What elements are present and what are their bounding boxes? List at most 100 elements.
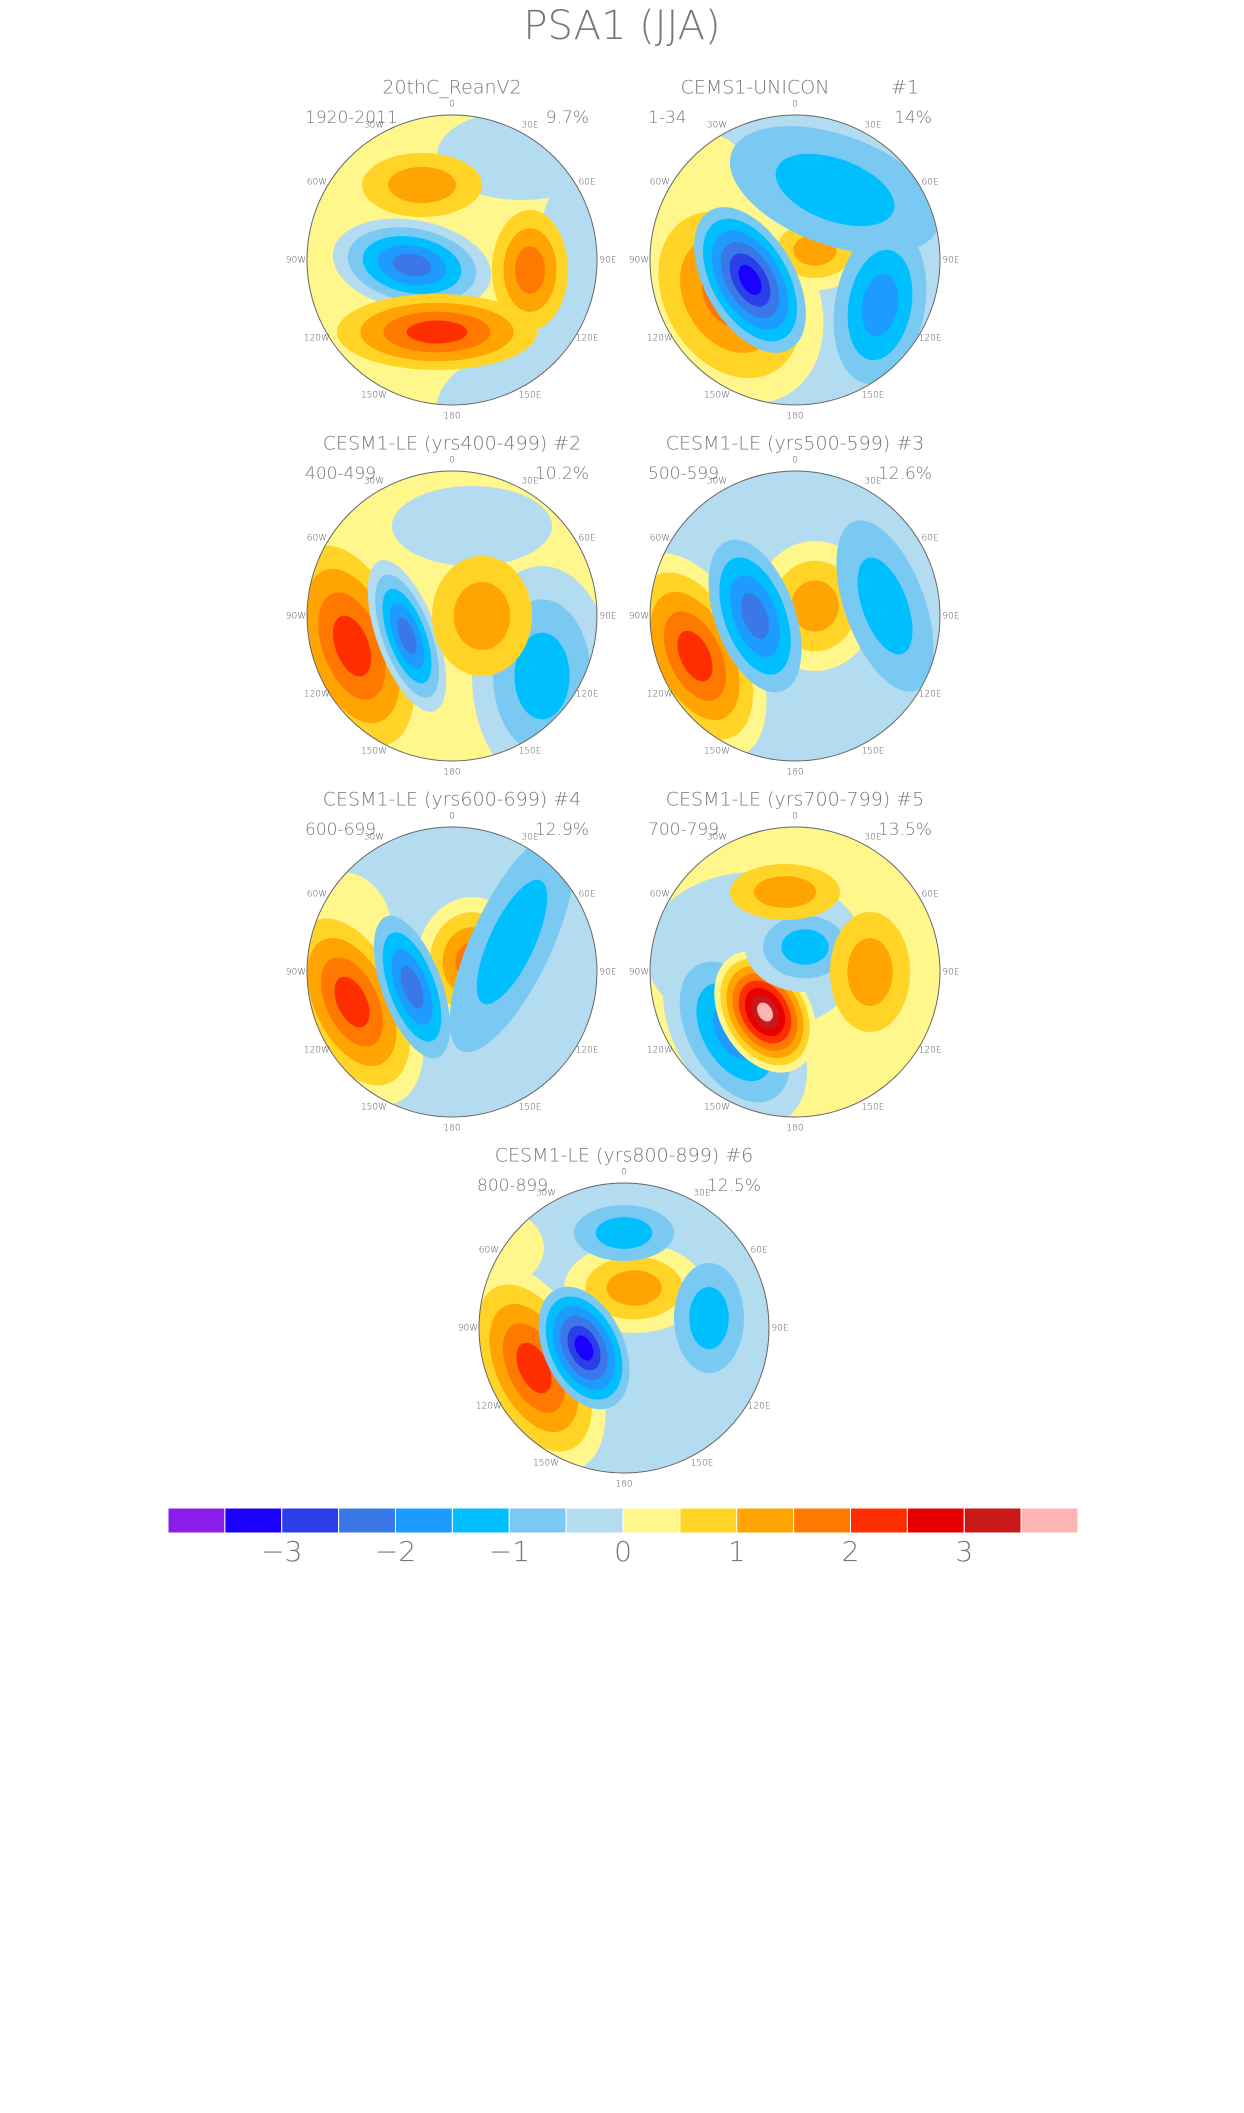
colorbar-label: −1 — [489, 1535, 530, 1568]
longitude-label: 150W — [704, 391, 730, 401]
contour-region — [753, 876, 817, 908]
longitude-label: 120E — [748, 1402, 771, 1412]
longitude-label: 150E — [862, 1103, 885, 1113]
contour-region — [334, 976, 370, 1028]
panel-percent: 14% — [894, 108, 932, 128]
longitude-label: 90W — [286, 256, 306, 266]
longitude-label: 120E — [919, 334, 942, 344]
panel-title: 20thC_ReanV2 — [382, 77, 521, 99]
map-border — [306, 470, 598, 762]
contour-region — [392, 253, 432, 277]
longitude-label: 30E — [693, 1188, 710, 1198]
contour-region — [515, 246, 545, 294]
map-border — [306, 826, 598, 1118]
contour-region — [677, 630, 713, 682]
map-border — [306, 114, 598, 406]
contour-region — [689, 1286, 729, 1350]
contour-region — [476, 879, 548, 1005]
map-panel — [307, 827, 597, 1117]
longitude-label: 120E — [576, 1046, 599, 1056]
longitude-label: 120W — [647, 334, 673, 344]
contour-region — [595, 1217, 653, 1249]
longitude-label: 180 — [786, 1124, 803, 1134]
colorbar-swatch — [1020, 1507, 1079, 1534]
colorbar-swatch — [167, 1507, 226, 1534]
longitude-label: 120W — [304, 690, 330, 700]
map-panel — [307, 471, 597, 761]
longitude-label: 90W — [286, 968, 306, 978]
panel-title: CESM1-LE (yrs800-899) #6 — [495, 1145, 754, 1167]
map-panel — [650, 471, 940, 761]
panel-tag: #1 — [891, 77, 919, 99]
contour-region — [406, 320, 468, 344]
panel-title: CESM1-LE (yrs400-499) #2 — [323, 433, 582, 455]
contour-region — [453, 582, 511, 650]
longitude-label: 120W — [647, 690, 673, 700]
contour-region — [514, 632, 570, 720]
longitude-label: 30E — [521, 476, 538, 486]
map-panel — [479, 1183, 769, 1473]
longitude-label: 60E — [579, 534, 596, 544]
map-panel — [307, 115, 597, 405]
colorbar-label: −3 — [261, 1535, 302, 1568]
longitude-label: 120W — [304, 334, 330, 344]
longitude-label: 120E — [576, 334, 599, 344]
panel-period: 500-599 — [648, 464, 719, 484]
longitude-label: 180 — [443, 768, 460, 778]
longitude-label: 30E — [521, 832, 538, 842]
contour-region — [757, 1002, 773, 1022]
contour-region — [857, 557, 913, 655]
longitude-label: 0 — [792, 812, 798, 822]
longitude-label: 150W — [533, 1459, 559, 1469]
colorbar-swatch — [906, 1507, 965, 1534]
longitude-label: 30E — [864, 832, 881, 842]
colorbar-label: 0 — [614, 1535, 632, 1568]
longitude-label: 30E — [521, 120, 538, 130]
colorbar-swatch — [224, 1507, 283, 1534]
map-panel — [650, 115, 940, 405]
longitude-label: 0 — [792, 456, 798, 466]
longitude-label: 150W — [361, 1103, 387, 1113]
panel-title: CESM1-LE (yrs700-799) #5 — [666, 789, 925, 811]
panel-period: 700-799 — [648, 820, 719, 840]
panel-percent: 12.6% — [878, 464, 932, 484]
contour-region — [861, 273, 899, 337]
colorbar-swatch — [622, 1507, 681, 1534]
longitude-label: 150E — [862, 391, 885, 401]
longitude-label: 30W — [364, 120, 384, 130]
panel-percent: 12.5% — [707, 1176, 761, 1196]
longitude-label: 90W — [629, 256, 649, 266]
longitude-label: 90W — [286, 612, 306, 622]
colorbar-swatch — [736, 1507, 795, 1534]
longitude-label: 150E — [519, 391, 542, 401]
colorbar-swatch — [508, 1507, 567, 1534]
panel-percent: 9.7% — [546, 108, 589, 128]
contour-region — [388, 166, 456, 204]
contour-region — [740, 592, 770, 640]
contour-region — [781, 929, 829, 965]
panel-percent: 13.5% — [878, 820, 932, 840]
longitude-label: 30W — [707, 476, 727, 486]
contour-region — [400, 965, 424, 1009]
longitude-label: 180 — [615, 1480, 632, 1490]
longitude-label: 120E — [576, 690, 599, 700]
panel-percent: 12.9% — [535, 820, 589, 840]
colorbar-label: −2 — [375, 1535, 416, 1568]
longitude-label: 0 — [449, 100, 455, 110]
panel-percent: 10.2% — [535, 464, 589, 484]
longitude-label: 150W — [704, 747, 730, 757]
longitude-label: 60E — [579, 890, 596, 900]
longitude-label: 90E — [599, 968, 616, 978]
colorbar-swatch — [793, 1507, 851, 1534]
panel-title: CESM1-LE (yrs600-699) #4 — [323, 789, 582, 811]
longitude-label: 30W — [364, 832, 384, 842]
contour-region — [847, 938, 893, 1006]
longitude-label: 30E — [864, 120, 881, 130]
longitude-label: 180 — [443, 1124, 460, 1134]
contour-region — [397, 617, 417, 655]
longitude-label: 90E — [599, 612, 616, 622]
longitude-label: 60W — [650, 178, 670, 188]
longitude-label: 180 — [443, 412, 460, 422]
longitude-label: 60W — [479, 1246, 499, 1256]
